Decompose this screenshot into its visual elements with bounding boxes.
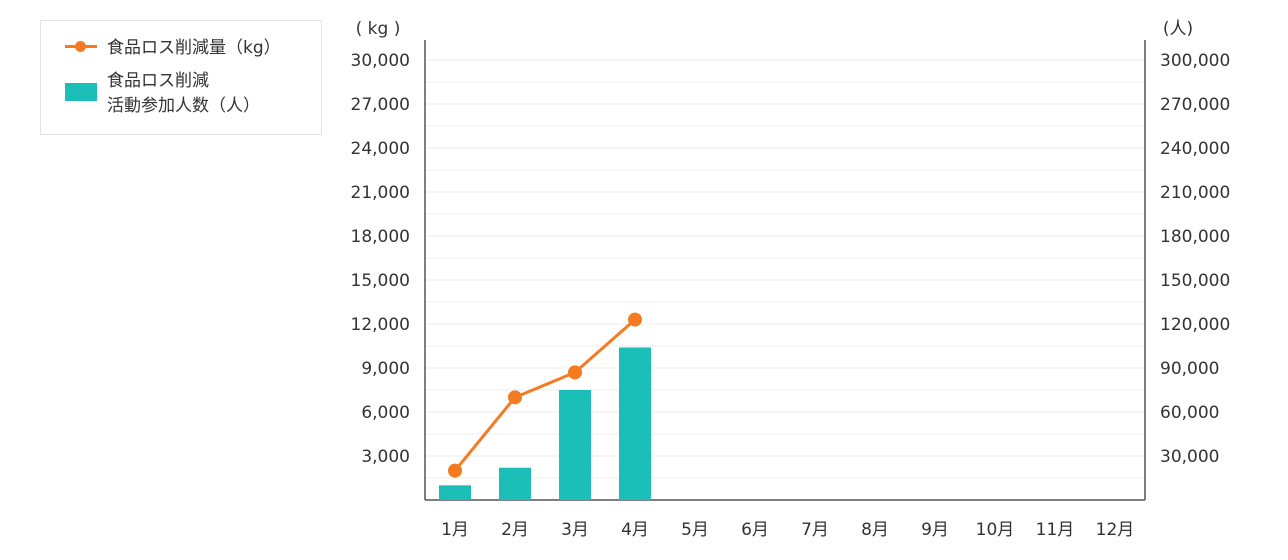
x-axis-tick-label: 8月 [861,520,889,540]
line-point [628,312,642,327]
left-axis-tick-label: 21,000 [351,183,410,203]
x-axis-tick-label: 7月 [801,520,829,540]
legend-bar-marker-icon [65,83,97,101]
bar [499,467,531,500]
left-axis-tick-label: 9,000 [361,359,410,379]
line-point [448,463,462,478]
legend-label-food-loss-kg: 食品ロス削減量（kg） [107,38,281,58]
right-axis-tick-label: 60,000 [1160,403,1219,423]
left-axis-tick-label: 18,000 [351,227,410,247]
right-axis-tick-label: 30,000 [1160,447,1219,467]
legend-label-participants: 食品ロス削減 活動参加人数（人） [107,71,260,116]
right-axis-tick-label: 180,000 [1160,227,1230,247]
left-axis-tick-label: 24,000 [351,139,410,159]
right-axis-tick-label: 150,000 [1160,271,1230,291]
right-axis-tick-label: 240,000 [1160,139,1230,159]
x-axis-tick-label: 10月 [976,520,1015,540]
left-axis-tick-label: 12,000 [351,315,410,335]
bar [439,485,471,500]
left-axis-tick-label: 3,000 [361,447,410,467]
x-axis-tick-label: 5月 [681,520,709,540]
line-point [508,390,522,405]
legend-item-participants[interactable]: 食品ロス削減 活動参加人数（人） [65,69,260,119]
x-axis-tick-label: 2月 [501,520,529,540]
chart-legend: 食品ロス削減量（kg） 食品ロス削減 活動参加人数（人） [40,20,322,135]
right-axis-tick-label: 300,000 [1160,51,1230,71]
x-axis-tick-label: 3月 [561,520,589,540]
right-axis-tick-label: 90,000 [1160,359,1219,379]
x-axis-tick-label: 12月 [1096,520,1135,540]
line-point [568,365,582,380]
right-axis-tick-label: 270,000 [1160,95,1230,115]
x-axis-tick-label: 4月 [621,520,649,540]
right-axis-unit: (人) [1163,19,1193,39]
legend-item-food-loss-kg[interactable]: 食品ロス削減量（kg） [65,36,281,61]
x-axis-tick-label: 9月 [921,520,949,540]
left-axis-tick-label: 15,000 [351,271,410,291]
bar [559,390,591,500]
left-axis-unit: ( kg ) [356,19,401,39]
legend-line-marker-icon [65,39,97,53]
right-axis-tick-label: 120,000 [1160,315,1230,335]
bar [619,347,651,500]
left-axis-tick-label: 6,000 [361,403,410,423]
right-axis-tick-label: 210,000 [1160,183,1230,203]
x-axis-tick-label: 6月 [741,520,769,540]
x-axis-tick-label: 11月 [1036,520,1075,540]
line-series [453,318,636,472]
left-axis-tick-label: 30,000 [351,51,410,71]
x-axis-tick-label: 1月 [441,520,469,540]
left-axis-tick-label: 27,000 [351,95,410,115]
